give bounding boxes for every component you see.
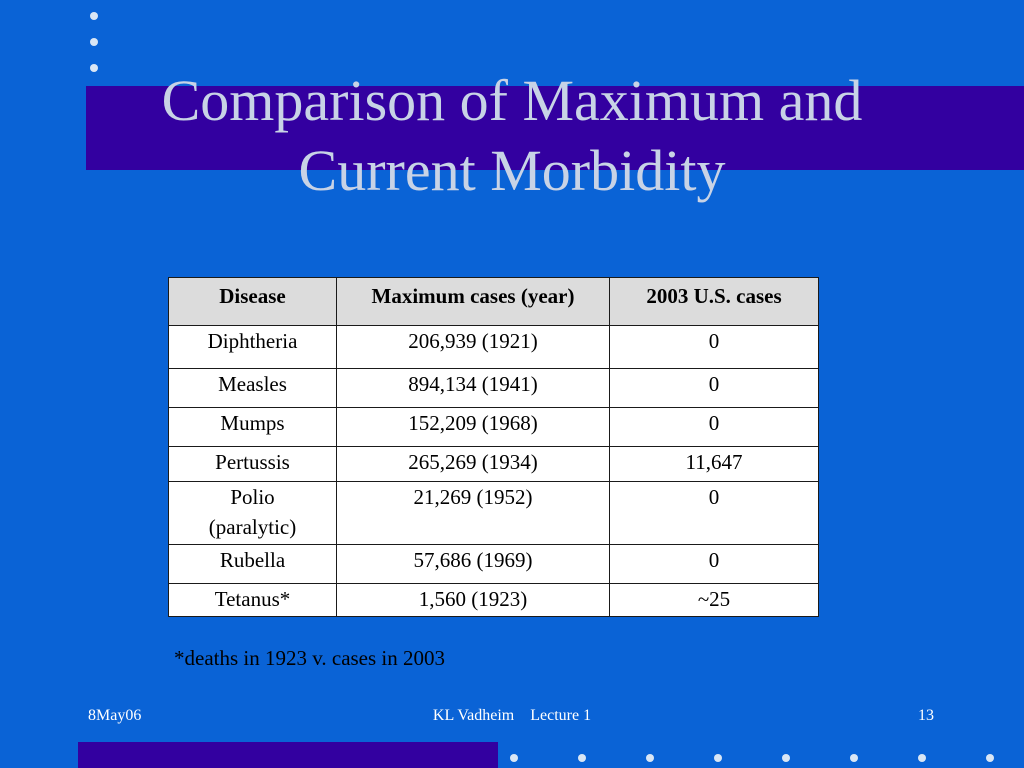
cell-disease: Pertussis	[168, 446, 337, 482]
table-row: Pertussis 265,269 (1934) 11,647	[168, 446, 819, 482]
header-disease: Disease	[168, 277, 337, 326]
slide-title: Comparison of Maximum and Current Morbid…	[0, 66, 1024, 206]
table-row: Rubella 57,686 (1969) 0	[168, 544, 819, 584]
cell-current-cases: 11,647	[609, 446, 819, 482]
footer-author-lecture: KL Vadheim Lecture 1	[432, 707, 592, 724]
cell-disease: Mumps	[168, 407, 337, 447]
cell-current-cases: ~25	[609, 583, 819, 617]
cell-disease-line-2: (paralytic)	[208, 515, 297, 539]
cell-max-cases: 265,269 (1934)	[336, 446, 610, 482]
footer-page-number: 13	[918, 707, 934, 724]
title-line-1: Comparison of Maximum and	[161, 68, 863, 133]
cell-disease: Rubella	[168, 544, 337, 584]
bottom-band	[78, 742, 498, 768]
table-row: Mumps 152,209 (1968) 0	[168, 407, 819, 447]
cell-max-cases: 152,209 (1968)	[336, 407, 610, 447]
cell-current-cases: 0	[609, 368, 819, 408]
footer-date: 8May06	[88, 707, 142, 724]
title-band	[86, 86, 1024, 170]
cell-current-cases: 0	[609, 407, 819, 447]
table-header-row: Disease Maximum cases (year) 2003 U.S. c…	[168, 277, 819, 326]
cell-max-cases: 894,134 (1941)	[336, 368, 610, 408]
table-row: Tetanus* 1,560 (1923) ~25	[168, 583, 819, 617]
cell-disease-line-1: Polio	[230, 485, 275, 509]
cell-disease: Polio (paralytic)	[168, 481, 337, 545]
cell-max-cases: 206,939 (1921)	[336, 325, 610, 369]
cell-disease: Tetanus*	[168, 583, 337, 617]
cell-current-cases: 0	[609, 481, 819, 545]
morbidity-table: Disease Maximum cases (year) 2003 U.S. c…	[168, 277, 819, 617]
table-row: Polio (paralytic) 21,269 (1952) 0	[168, 481, 819, 545]
table-row: Diphtheria 206,939 (1921) 0	[168, 325, 819, 369]
cell-current-cases: 0	[609, 325, 819, 369]
table-row: Measles 894,134 (1941) 0	[168, 368, 819, 408]
header-2003-cases: 2003 U.S. cases	[609, 277, 819, 326]
header-maximum-cases: Maximum cases (year)	[336, 277, 610, 326]
cell-disease: Diphtheria	[168, 325, 337, 369]
cell-max-cases: 21,269 (1952)	[336, 481, 610, 545]
cell-disease: Measles	[168, 368, 337, 408]
title-line-2: Current Morbidity	[298, 138, 726, 203]
cell-max-cases: 1,560 (1923)	[336, 583, 610, 617]
cell-max-cases: 57,686 (1969)	[336, 544, 610, 584]
cell-current-cases: 0	[609, 544, 819, 584]
footnote: *deaths in 1923 v. cases in 2003	[174, 646, 446, 670]
